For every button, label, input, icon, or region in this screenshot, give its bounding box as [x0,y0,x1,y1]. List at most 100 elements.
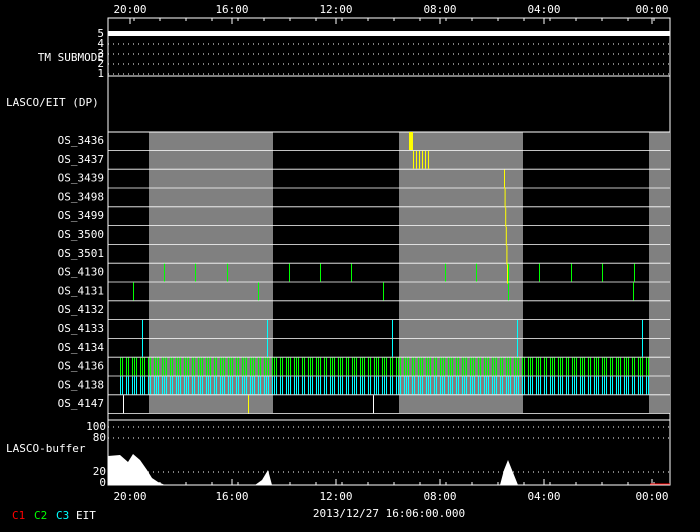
event [334,376,335,395]
event [264,376,265,395]
event [142,320,143,338]
event [626,376,627,395]
event [246,376,247,395]
row-label: OS_3501 [58,247,104,260]
event [122,376,123,395]
buffer-label: LASCO-buffer [6,442,86,455]
event [572,357,573,376]
event [288,376,289,395]
top-tick-label: 04:00 [527,3,560,16]
shade [649,132,670,413]
event [166,357,167,376]
submode-trace [108,31,670,36]
event [238,376,239,395]
event [282,357,283,376]
event [530,376,531,395]
event [404,357,405,376]
event [516,357,517,376]
row-label: OS_4130 [58,266,104,279]
event [610,357,611,376]
event [584,376,585,395]
event [505,226,507,246]
event [419,150,420,169]
submode-label: TM SUBMODE [38,51,104,64]
event [144,357,145,376]
event [136,376,137,395]
event [220,376,221,395]
event [354,357,355,376]
event [550,376,551,395]
event [638,357,639,376]
event [166,376,167,395]
submode-level: 4 [97,37,104,50]
row-label: OS_3437 [58,153,104,166]
event [360,376,361,395]
event [606,376,607,395]
event [524,357,525,376]
event [390,376,391,395]
event [170,357,171,376]
event [580,376,581,395]
event [260,357,261,376]
event [208,357,209,376]
event [632,357,633,376]
event [448,376,449,395]
event [376,357,377,376]
event [242,376,243,395]
event [584,357,585,376]
event [274,376,275,395]
submode-level: 1 [97,67,104,80]
event [562,376,563,395]
event [398,357,399,376]
event [216,357,217,376]
event [560,376,561,395]
event [408,376,409,395]
event [494,357,495,376]
event [222,376,223,395]
event [442,357,443,376]
event [340,357,341,376]
event [634,357,635,376]
event [294,357,295,376]
top-tick-label: 08:00 [423,3,456,16]
event [508,376,509,395]
event [558,357,559,376]
event [478,376,479,395]
event [180,376,181,395]
event [486,376,487,395]
event [462,357,463,376]
event [554,357,555,376]
event [370,357,371,376]
event [572,376,573,395]
event [474,376,475,395]
event [590,357,591,376]
event [228,376,229,395]
event [452,357,453,376]
event [200,357,201,376]
event [507,264,508,284]
event [642,357,643,376]
row-label: OS_3500 [58,228,104,241]
event [227,263,228,282]
event [466,357,467,376]
event [464,376,465,395]
event [202,357,203,376]
event [418,357,419,376]
event [133,282,134,301]
event [502,376,503,395]
event [164,376,165,395]
event [516,376,517,395]
event [318,357,319,376]
event [504,188,506,208]
event [318,376,319,395]
event [532,357,533,376]
event [392,338,393,357]
event [330,376,331,395]
event [620,357,621,376]
legend-entry: EIT [76,509,96,522]
event [626,357,627,376]
event [230,376,231,395]
event [142,376,143,395]
event [378,357,379,376]
